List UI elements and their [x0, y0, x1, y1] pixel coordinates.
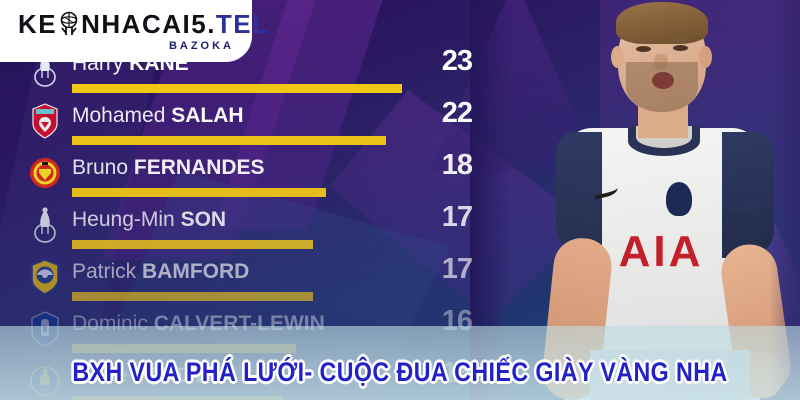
mascot-globe-icon: [58, 11, 80, 37]
banner-headline: BXH VUA PHÁ LƯỚI- CUỘC ĐUA CHIẾC GIÀY VÀ…: [0, 359, 800, 386]
goal-count: 17: [441, 253, 473, 285]
goal-bar-track: [72, 84, 402, 93]
scorer-row: Bruno FERNANDES 18: [0, 149, 500, 202]
bottom-overlay: [0, 326, 800, 400]
logo-wordmark: KE NHACAI5. TEL: [18, 8, 268, 39]
goal-bar-track: [72, 188, 402, 197]
goal-bar-track: [72, 136, 402, 145]
player-name: Mohamed SALAH: [72, 104, 244, 127]
player-name: Heung-Min SON: [72, 208, 227, 231]
scorer-row: Mohamed SALAH 22: [0, 97, 500, 150]
player-surname: BAMFORD: [142, 260, 250, 283]
logo-text-first: KE: [18, 8, 58, 39]
scorer-row: Heung-Min SON 17: [0, 201, 500, 254]
goal-count: 22: [441, 97, 473, 129]
player-name: Patrick BAMFORD: [72, 260, 250, 283]
goal-bar: [72, 292, 313, 301]
logo-subtitle: BAZOKA: [168, 39, 234, 52]
goal-bar-track: [72, 240, 402, 249]
site-logo[interactable]: KE NHACAI5. TEL BAZOKA: [0, 0, 268, 62]
goal-count: 23: [441, 45, 473, 77]
goal-count: 18: [441, 149, 473, 181]
liverpool-badge-icon: [28, 102, 62, 140]
goal-bar: [72, 188, 327, 197]
tottenham-badge-icon: [666, 182, 692, 216]
goal-count: 17: [441, 201, 473, 233]
tottenham-badge-icon: [28, 206, 62, 244]
player-name: Bruno FERNANDES: [72, 156, 265, 179]
leeds-united-badge-icon: [28, 258, 62, 296]
scorer-row: Patrick BAMFORD 17: [0, 253, 500, 306]
player-surname: FERNANDES: [133, 156, 265, 179]
logo-text-second: NHACAI5.: [81, 8, 216, 39]
kit-sponsor-label: AIA: [618, 227, 704, 276]
goal-bar: [72, 240, 313, 249]
manchester-united-badge-icon: [28, 154, 62, 192]
goal-bar: [72, 136, 386, 145]
banner-text: BXH VUA PHÁ LƯỚI- CUỘC ĐUA CHIẾC GIÀY VÀ…: [72, 357, 728, 387]
goal-bar: [72, 84, 402, 93]
player-surname: SALAH: [171, 104, 244, 127]
logo-text-tld: TEL: [215, 8, 270, 39]
player-surname: SON: [180, 208, 227, 231]
goal-bar-track: [72, 292, 402, 301]
